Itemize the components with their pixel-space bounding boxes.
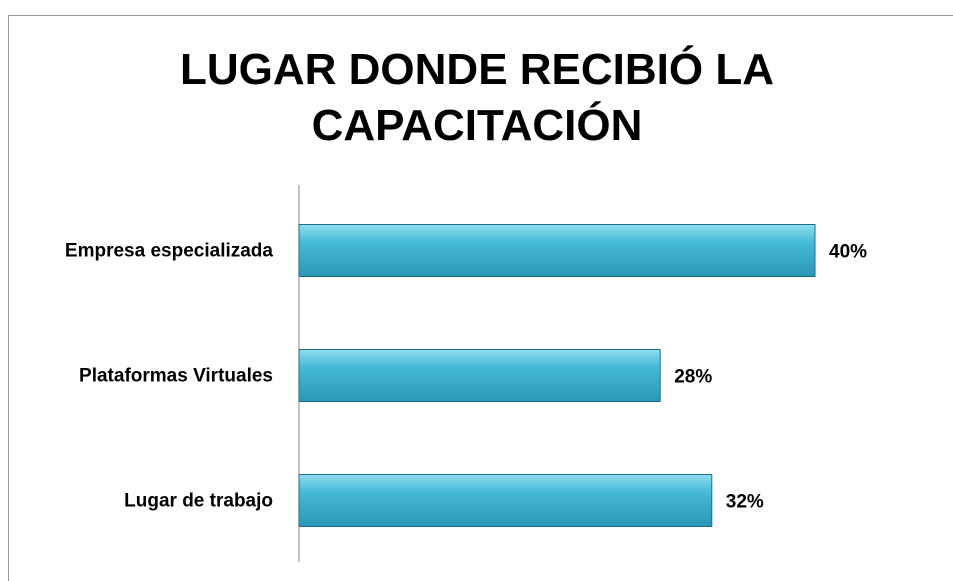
bar (298, 474, 713, 527)
bar (298, 349, 661, 402)
chart-title: LUGAR DONDE RECIBIÓ LA CAPACITACIÓN (180, 45, 774, 150)
value-label: 32% (726, 492, 764, 513)
y-tick-label: Lugar de trabajo (124, 491, 273, 512)
bar (298, 224, 816, 277)
value-label: 40% (829, 242, 867, 263)
y-tick-label: Plataformas Virtuales (79, 366, 273, 387)
y-tick-label: Empresa especializada (65, 241, 273, 262)
chart-frame (8, 15, 953, 581)
value-label: 28% (674, 367, 712, 388)
